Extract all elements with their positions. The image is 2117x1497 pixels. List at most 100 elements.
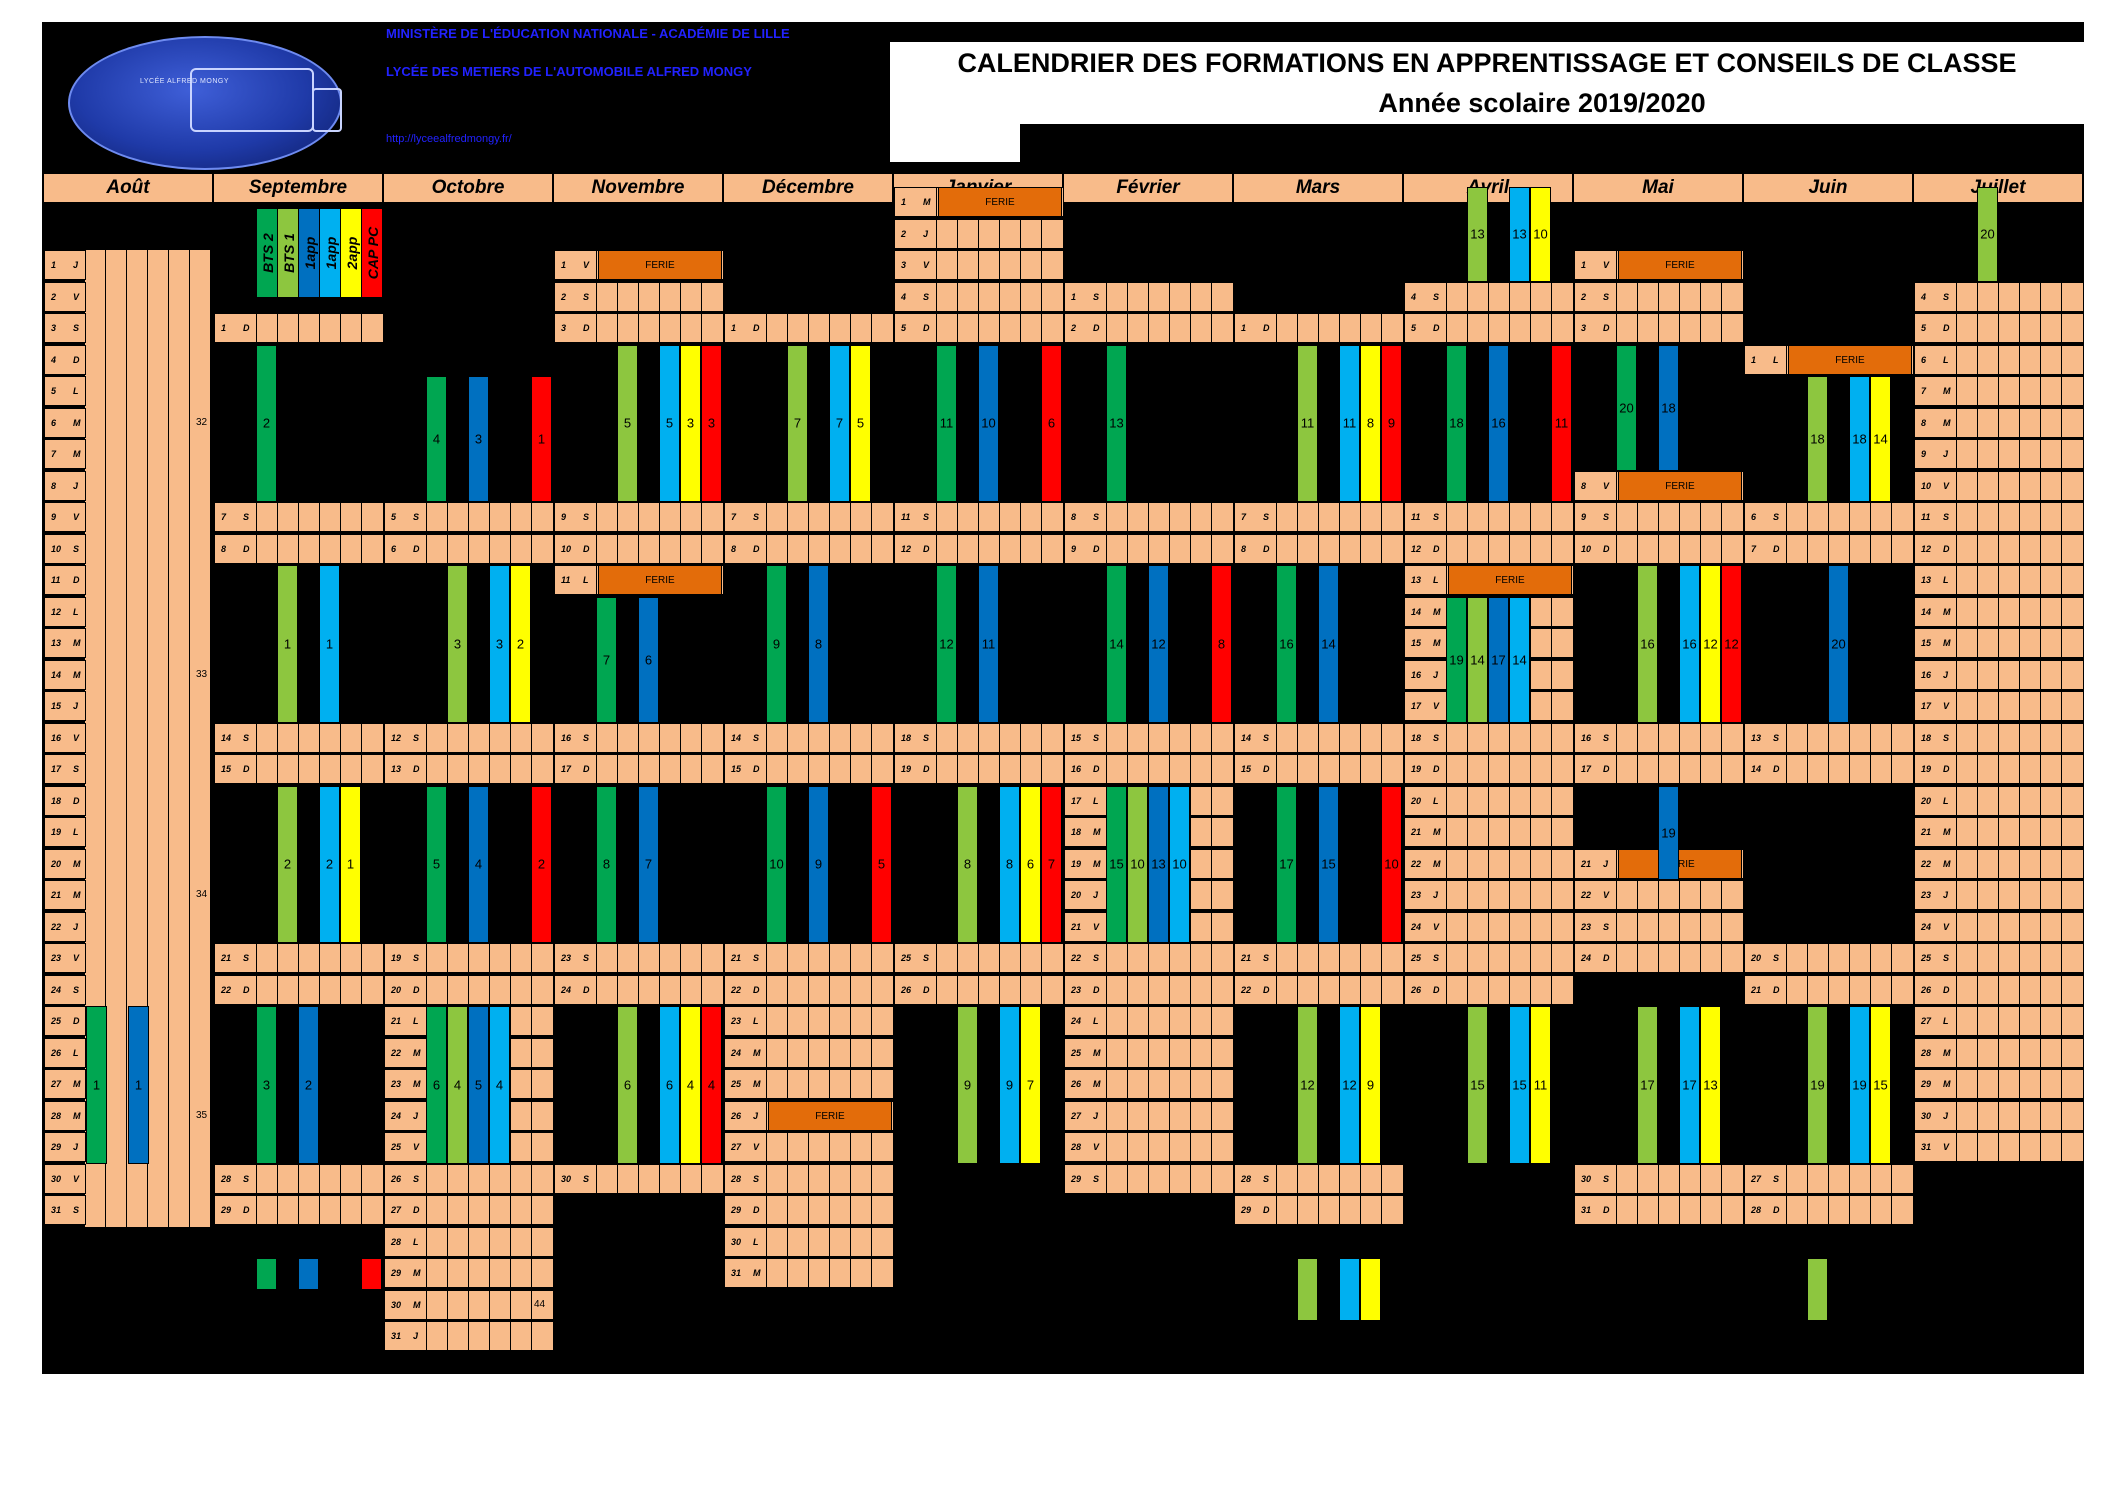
session-bar: 4 [447,1006,468,1164]
session-number: 3 [495,636,504,652]
day-letter: L [73,1047,79,1058]
session-number: 15 [1470,1077,1485,1093]
day-number: 21 [221,953,232,963]
session-number: 12 [1151,636,1166,652]
ferie-band: FERIE [1448,565,1572,595]
ferie-band: FERIE [598,565,722,595]
session-bar: 5 [617,344,638,502]
session-number: 5 [665,415,674,431]
session-number: 18 [1852,431,1867,447]
session-number: 16 [1640,636,1655,652]
day-letter: S [413,732,420,743]
day-letter: L [1943,795,1949,806]
day-letter: J [1943,890,1949,900]
day-cell: 26 M [1064,1069,1234,1099]
day-number: 3 [561,323,567,333]
day-letter: M [73,638,81,648]
day-letter: S [1773,953,1780,963]
session-bar: 7 [596,596,617,723]
session-bar: 13 [1509,187,1530,282]
day-letter: J [1093,1110,1099,1121]
month-header: Octobre [384,174,554,202]
session-bar: 6 [426,1006,447,1164]
day-number: 31 [1581,1205,1592,1215]
session-bar: 15 [1106,785,1127,943]
session-number: 3 [686,415,695,431]
day-letter: D [1943,543,1950,554]
session-bar: 8 [808,565,829,723]
day-cell: 28 L [384,1226,554,1257]
day-letter: S [1433,512,1440,522]
session-number: 6 [1047,415,1056,431]
day-number: 1 [731,323,737,333]
day-cell-aout: 16 V [44,722,86,753]
day-number: 19 [1921,764,1932,774]
session-bar: 11 [1551,344,1572,502]
session-bar: 6 [1020,785,1041,943]
session-bar: 14 [1106,565,1127,723]
day-cell-aout: 15 J [44,691,86,721]
day-cell: 22 M [1404,848,1574,879]
day-letter: M [73,1079,81,1089]
day-number: 28 [391,1236,402,1247]
day-number: 15 [731,764,742,774]
day-cell-aout: 12 L [44,596,86,627]
day-number: 2 [51,291,57,302]
session-number: 10 [1533,226,1548,242]
month-header: Septembre [214,174,384,202]
day-letter: D [243,543,250,554]
week-number: 44 [534,1298,546,1310]
day-letter: S [1603,291,1610,302]
day-number: 13 [1751,732,1762,743]
day-cell-aout: 19 L [44,817,86,847]
day-cell-aout: 30 V [44,1163,86,1194]
day-letter: J [73,480,79,491]
day-letter: D [1433,543,1440,554]
day-number: 25 [901,953,912,963]
day-letter: M [1093,858,1101,869]
day-letter: D [1263,323,1270,333]
session-bar: 8 [1360,344,1381,502]
school-url[interactable]: http://lyceealfredmongy.fr/ [386,133,512,145]
day-letter: M [1943,386,1951,396]
month-header: Mai [1574,174,1744,202]
day-number: 24 [561,984,572,995]
day-letter: J [1093,890,1099,900]
session-bar: 5 [850,344,871,502]
day-number: 29 [1921,1079,1932,1089]
session-bar: 14 [1509,596,1530,723]
day-number: 14 [221,732,232,743]
session-bar: 9 [808,785,829,943]
session-bar: 12 [1721,565,1742,723]
day-cell: 25 S [1914,943,2084,973]
session-number: 9 [1387,415,1396,431]
session-bar: 4 [426,376,447,502]
session-bar: 1 [86,1006,107,1164]
session-bar: 5 [468,1006,489,1164]
day-number: 2 [561,291,567,302]
day-number: 16 [561,732,572,743]
session-bar: 18 [1849,376,1870,502]
day-letter: M [1433,858,1441,869]
day-number: 5 [1921,323,1927,333]
page-title: CALENDRIER DES FORMATIONS EN APPRENTISSA… [957,48,2017,78]
day-number: 15 [1411,638,1422,648]
session-bar: 18 [1658,344,1679,471]
day-cell: 29 M [384,1258,554,1288]
session-number: 15 [1873,1077,1888,1093]
day-cell: 23 S [1574,911,1744,942]
day-letter: S [753,512,760,522]
day-cell: 19 D [1914,754,2084,784]
session-number: 11 [981,636,996,652]
session-number: 1 [325,636,334,652]
session-number: 20 [1831,636,1846,652]
day-number: 20 [1071,890,1082,900]
session-bar: 13 [1148,785,1169,943]
day-number: 12 [1411,543,1422,554]
day-letter: J [73,701,79,711]
